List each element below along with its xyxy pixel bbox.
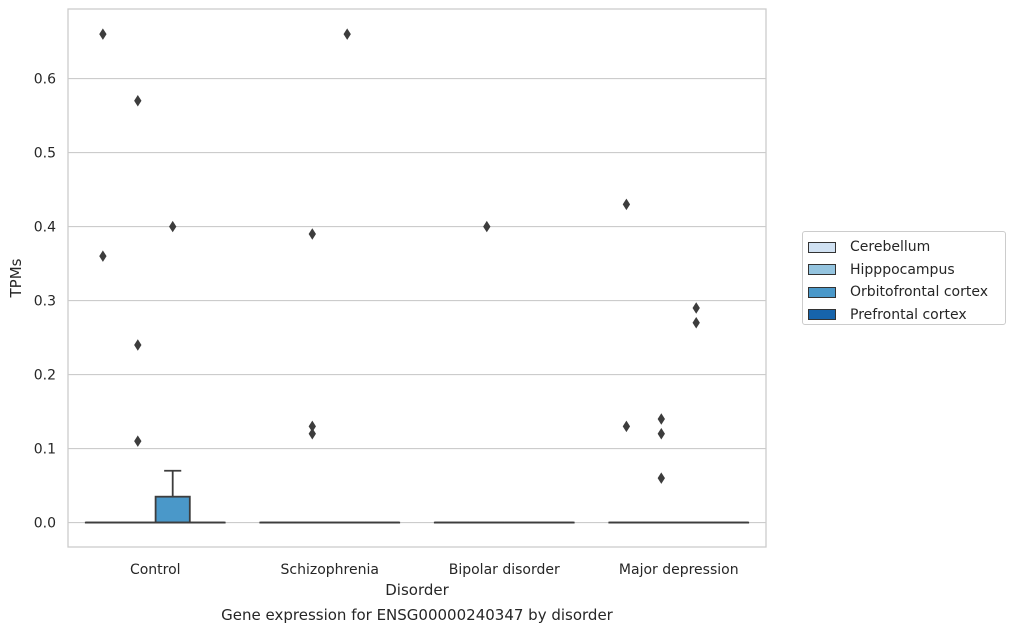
legend-swatch <box>808 264 836 276</box>
x-axis-label: Disorder <box>385 581 449 599</box>
legend-item: Prefrontal cortex <box>808 304 1005 327</box>
outlier-point <box>308 228 316 240</box>
box-0-1 <box>119 95 156 524</box>
outlier-point <box>169 220 177 233</box>
outlier-point <box>308 428 316 440</box>
x-tick-label: Schizophrenia <box>281 562 379 578</box>
legend-label: Prefrontal cortex <box>850 306 967 323</box>
y-tick-label: 0.4 <box>34 220 56 236</box>
plot-frame <box>67 8 767 548</box>
legend-swatch <box>808 309 836 321</box>
legend-item: Cerebellum <box>808 236 1005 259</box>
y-tick-label: 0.0 <box>34 516 56 532</box>
chart-caption: Gene expression for ENSG00000240347 by d… <box>221 606 613 624</box>
outlier-point <box>657 413 665 425</box>
y-tick-label: 0.6 <box>34 72 56 88</box>
y-tick-label: 0.3 <box>34 294 56 310</box>
legend-swatch <box>808 286 836 298</box>
outlier-point <box>483 220 491 233</box>
boxes <box>84 28 750 524</box>
box-1-1 <box>294 228 331 524</box>
outlier-point <box>657 428 665 440</box>
legend-item: Orbitofrontal cortex <box>808 281 1005 304</box>
gridlines <box>68 78 766 524</box>
x-axis-ticks: Control Schizophrenia Bipolar disorder Majo… <box>130 562 739 578</box>
x-tick-label: Major depression <box>619 562 739 578</box>
outlier-point <box>134 435 142 447</box>
legend-swatch <box>808 241 836 253</box>
legend-label: Hipppocampus <box>850 261 955 278</box>
x-tick-label: Control <box>130 562 181 578</box>
box-3-1 <box>643 413 680 524</box>
y-tick-label: 0.1 <box>34 442 56 458</box>
outlier-point <box>692 302 700 314</box>
outlier-point <box>657 472 665 484</box>
outlier-point <box>134 339 142 351</box>
box-body <box>154 495 191 524</box>
outlier-point <box>343 28 351 40</box>
legend-label: Cerebellum <box>850 239 931 256</box>
box-0-2 <box>154 220 191 524</box>
y-axis-ticks: 0.0 0.1 0.2 0.3 0.4 0.5 0.6 <box>34 72 56 532</box>
box-3-0 <box>608 198 645 524</box>
outlier-point <box>622 198 631 211</box>
outlier-point <box>692 317 700 329</box>
outlier-point <box>99 250 107 262</box>
outlier-point <box>622 420 631 433</box>
legend-label: Orbitofrontal cortex <box>850 284 988 301</box>
y-axis-label: TPMs <box>7 258 25 298</box>
box-2-1 <box>468 220 505 524</box>
outlier-point <box>99 28 107 40</box>
x-tick-label: Bipolar disorder <box>449 562 560 578</box>
legend-item: Hipppocampus <box>808 259 1005 282</box>
y-tick-label: 0.5 <box>34 146 56 162</box>
legend: Cerebellum Hipppocampus Orbitofrontal cort… <box>802 231 1006 325</box>
box-3-2 <box>678 302 715 524</box>
outlier-point <box>134 95 142 107</box>
y-tick-label: 0.2 <box>34 368 56 384</box>
